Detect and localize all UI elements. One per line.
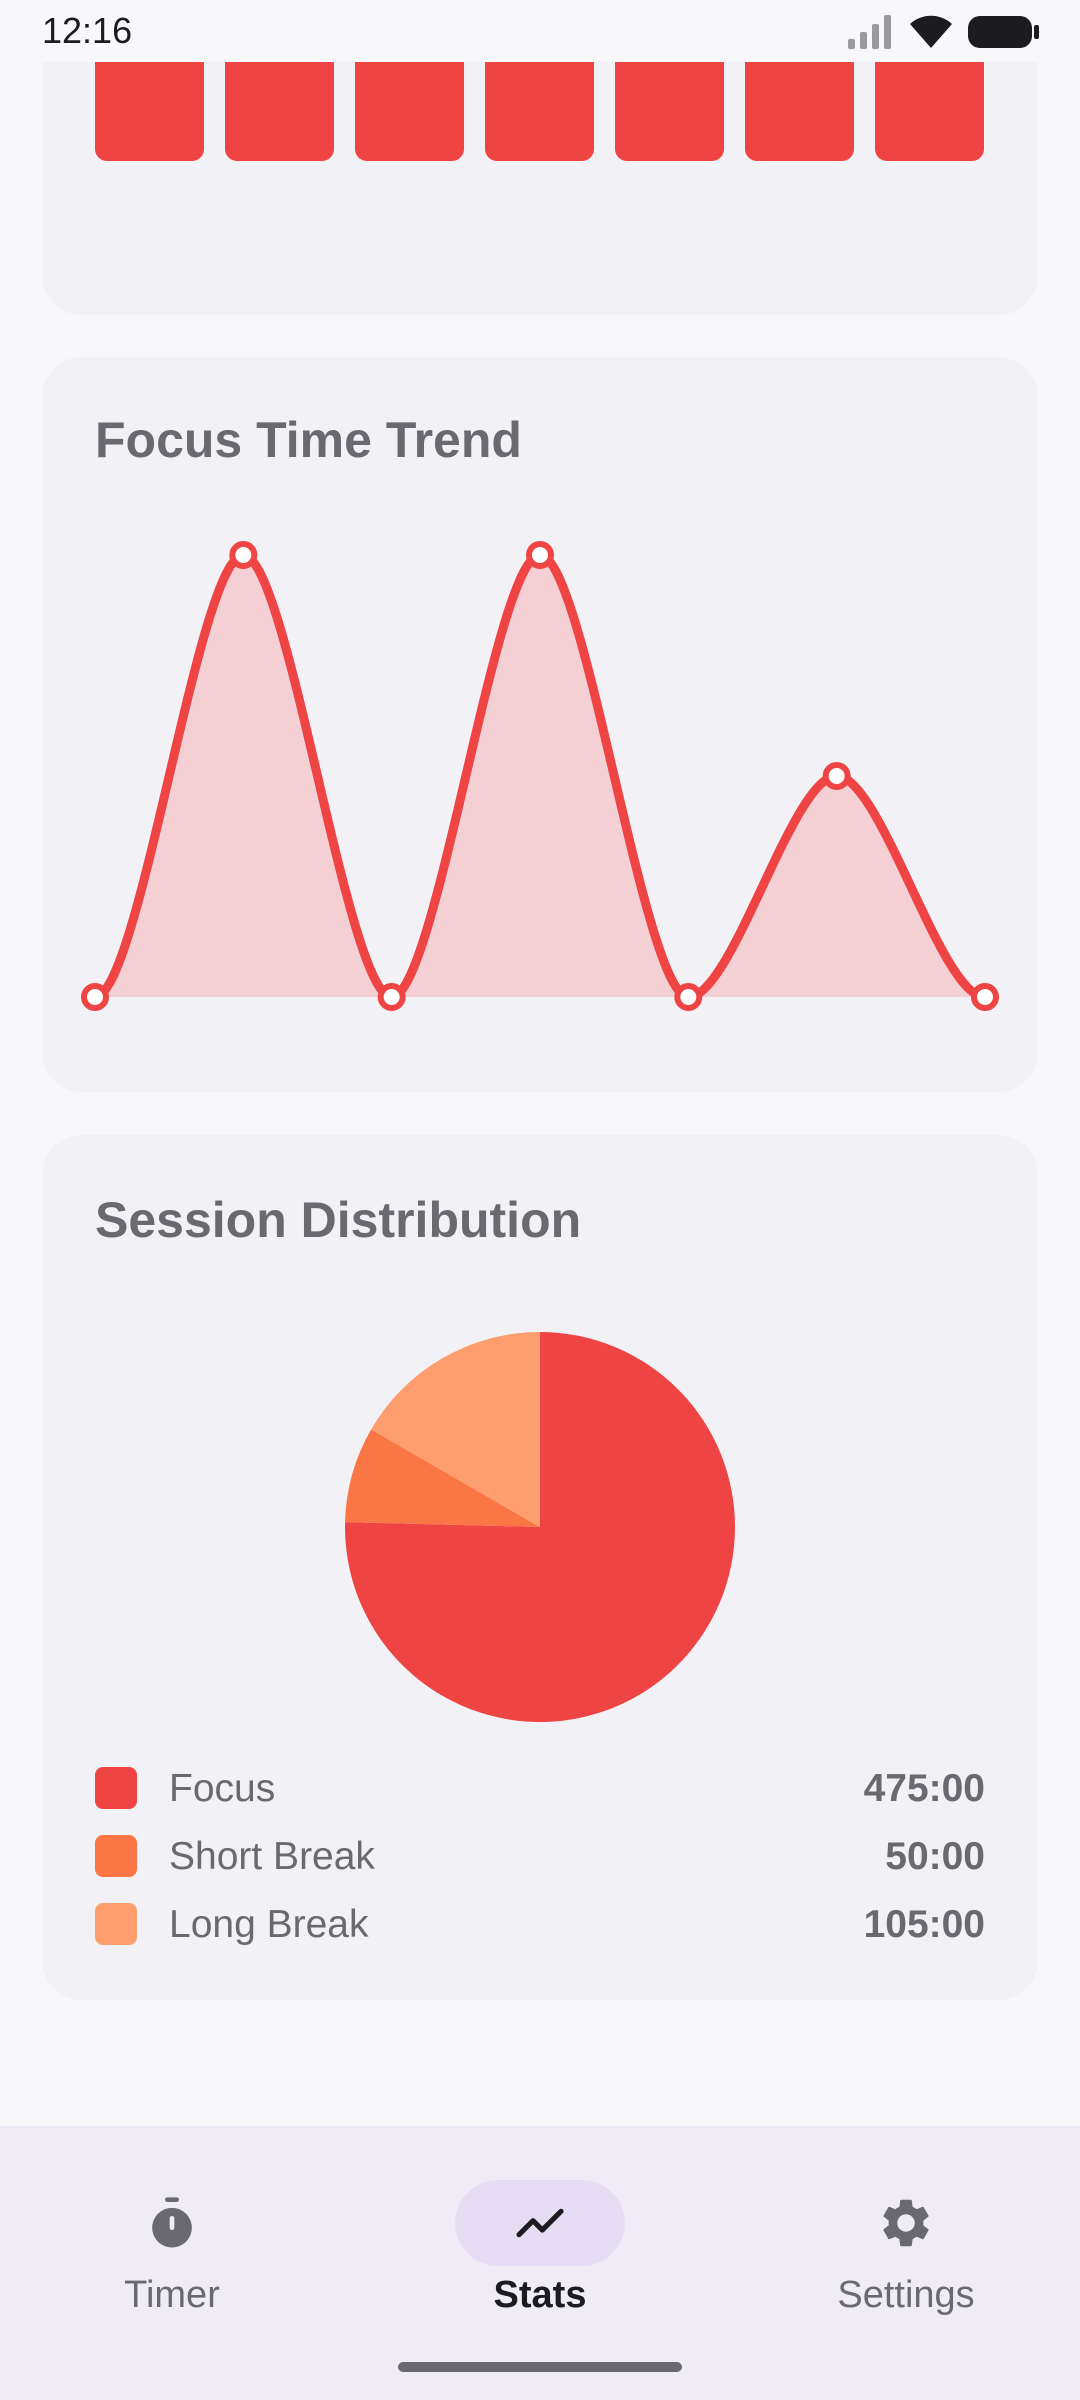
nav-label-stats: Stats: [493, 2274, 587, 2316]
focus-trend-card: Focus Time Trend: [42, 357, 1038, 1092]
pie-slice-focus: [345, 1332, 735, 1722]
legend-swatch-long-break: [95, 1903, 137, 1945]
legend-value: 105:00: [863, 1903, 985, 1946]
legend-value: 475:00: [863, 1767, 985, 1810]
status-bar: 12:16: [0, 0, 1080, 62]
legend-swatch-focus: [95, 1767, 137, 1809]
trend-area: [95, 555, 985, 997]
trend-point: [526, 541, 554, 569]
legend-value: 50:00: [885, 1835, 985, 1878]
nav-icon-container: [821, 2180, 991, 2266]
nav-icon-container: [87, 2180, 257, 2266]
gear-icon: [883, 2199, 929, 2247]
legend-row-long-break: Long Break 105:00: [95, 1899, 985, 1949]
nav-item-stats[interactable]: Stats: [410, 2154, 670, 2324]
legend-swatch-short-break: [95, 1835, 137, 1877]
pie-slice-long-break: [371, 1332, 540, 1527]
session-pie-chart: [345, 1332, 735, 1722]
legend-label: Short Break: [169, 1835, 375, 1878]
trending-icon: [516, 2208, 564, 2238]
pie-slice-short-break: [345, 1429, 540, 1527]
trend-point: [81, 983, 109, 1011]
nav-item-timer[interactable]: Timer: [42, 2154, 302, 2324]
battery-icon: [968, 16, 1039, 48]
signal-icon: [848, 15, 891, 49]
home-indicator: [398, 2362, 682, 2372]
status-time: 12:16: [42, 10, 133, 51]
trend-title: Focus Time Trend: [95, 412, 522, 468]
trend-point: [377, 983, 406, 1011]
trend-line-chart: [81, 541, 999, 1011]
trend-point: [971, 983, 999, 1011]
legend-row-short-break: Short Break 50:00: [95, 1831, 985, 1881]
distribution-title: Session Distribution: [95, 1192, 582, 1248]
session-distribution-card: Session Distribution Focus 475:00 Short …: [42, 1135, 1038, 2000]
wifi-icon: [910, 15, 952, 49]
status-icons: [848, 12, 1040, 52]
nav-label-settings: Settings: [837, 2274, 975, 2316]
timer-icon: [152, 2197, 192, 2248]
nav-icon-container: [455, 2180, 625, 2266]
legend-row-focus: Focus 475:00: [95, 1763, 985, 1813]
nav-label-timer: Timer: [124, 2274, 220, 2316]
trend-point: [229, 541, 258, 569]
legend-label: Focus: [169, 1767, 276, 1810]
trend-point: [822, 762, 851, 790]
legend-label: Long Break: [169, 1903, 369, 1946]
trend-point: [674, 983, 703, 1011]
bottom-navigation: Timer Stats Settings: [0, 2126, 1080, 2400]
nav-item-settings[interactable]: Settings: [776, 2154, 1036, 2324]
